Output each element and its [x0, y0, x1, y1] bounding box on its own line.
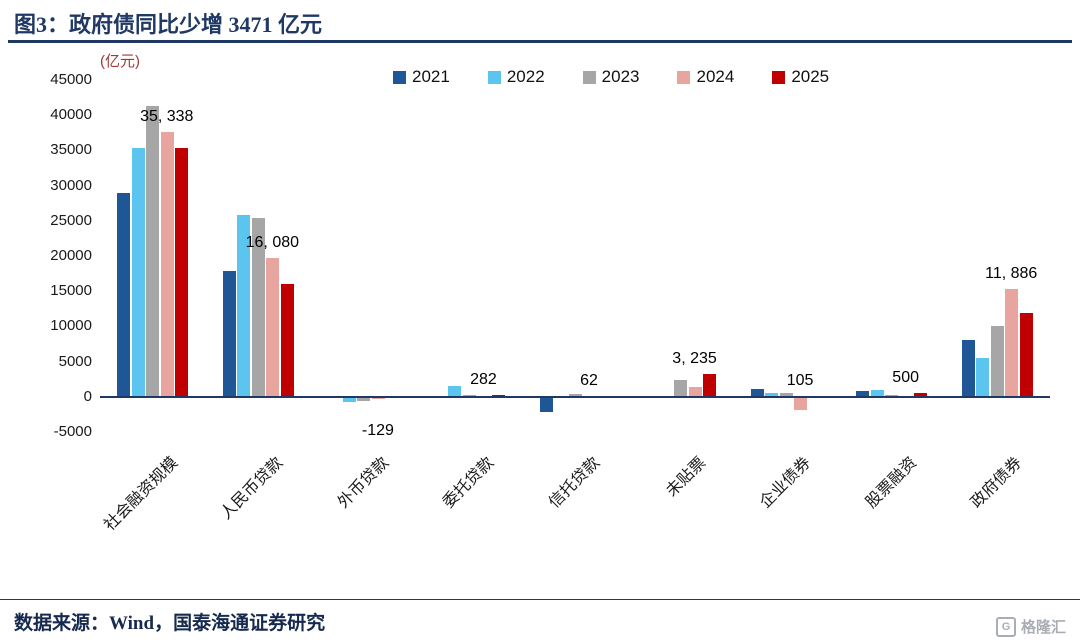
bar-2022-人民币贷款 [237, 215, 251, 397]
watermark-logo: G 格隆汇 [995, 616, 1066, 637]
bar-2021-股票融资 [856, 391, 870, 397]
legend-swatch-2023 [582, 70, 596, 84]
bar-2022-外币贷款 [342, 396, 356, 402]
legend-label: 2025 [791, 67, 830, 86]
bar-2024-企业债券 [794, 396, 808, 411]
data-label-委托贷款: 282 [470, 370, 497, 388]
bar-2023-股票融资 [885, 394, 899, 397]
data-label-企业债券: 105 [786, 372, 814, 390]
legend-label: 2022 [506, 67, 545, 86]
plot-area [100, 80, 1050, 432]
x-axis-label-委托贷款: 委托贷款 [440, 454, 498, 512]
bar-2021-企业债券 [750, 389, 764, 397]
bar-2024-政府债券 [1005, 288, 1019, 397]
y-tick--5000: -5000 [53, 423, 92, 440]
bar-2023-社会融资规模 [146, 106, 160, 397]
bar-2024-外币贷款 [371, 396, 385, 400]
legend-item-2022: 2022 [487, 67, 545, 87]
bar-2022-企业债券 [765, 393, 779, 397]
y-tick-35000: 35000 [50, 141, 92, 159]
bar-2023-未贴票 [674, 379, 688, 397]
x-axis-label-未贴票: 未贴票 [662, 454, 709, 501]
bar-2024-人民币贷款 [266, 258, 280, 397]
figure-title: 图3：政府债同比少增 3471 亿元 [14, 12, 323, 37]
data-label-信托贷款: 62 [580, 372, 598, 390]
bar-2023-信托贷款 [568, 393, 582, 397]
legend-label: 2023 [601, 67, 640, 86]
legend-item-2025: 2025 [772, 67, 829, 87]
y-axis-unit-label: (亿元) [100, 53, 140, 70]
y-tick-40000: 40000 [50, 106, 92, 124]
bar-2021-人民币贷款 [222, 271, 236, 397]
chart-legend: 2021 2022 2023 2024 2025 [393, 67, 829, 87]
bar-2024-社会融资规模 [160, 131, 174, 397]
bar-2025-股票融资 [914, 393, 928, 397]
data-source: 数据来源：Wind，国泰海通证券研究 [14, 613, 326, 634]
x-axis-label-信托贷款: 信托贷款 [545, 454, 604, 512]
data-label-政府债券: 11, 886 [985, 264, 1038, 282]
legend-swatch-2021 [393, 70, 406, 84]
x-axis-label-外币贷款: 外币贷款 [334, 454, 393, 512]
bar-2022-委托贷款 [448, 386, 462, 397]
x-axis-line [100, 395, 1050, 398]
legend-swatch-2025 [772, 70, 786, 84]
legend-label: 2024 [696, 67, 735, 86]
legend-item-2024: 2024 [677, 67, 734, 87]
y-tick-0: 0 [83, 387, 92, 405]
title-underline [8, 40, 1072, 43]
bar-2025-政府债券 [1019, 313, 1033, 397]
data-label-未贴票: 3, 235 [672, 350, 717, 368]
bar-2024-未贴票 [688, 386, 702, 397]
bar-2025-社会融资规模 [175, 148, 189, 397]
watermark-g-icon: G [995, 616, 1016, 637]
x-axis-label-人民币贷款: 人民币贷款 [218, 454, 287, 523]
y-tick-30000: 30000 [50, 176, 92, 194]
y-tick-5000: 5000 [58, 352, 92, 370]
y-tick-15000: 15000 [50, 282, 92, 300]
bar-2023-外币贷款 [357, 396, 371, 401]
legend-item-2021: 2021 [393, 67, 450, 87]
legend-label: 2021 [412, 67, 450, 86]
data-label-股票融资: 500 [892, 369, 920, 387]
data-label-外币贷款: -129 [361, 421, 394, 439]
x-axis-label-社会融资规模: 社会融资规模 [101, 454, 182, 535]
legend-item-2023: 2023 [582, 67, 640, 87]
y-tick-10000: 10000 [50, 317, 92, 335]
watermark-text: 格隆汇 [1020, 619, 1066, 636]
bar-2022-股票融资 [870, 389, 884, 397]
bar-2021-政府债券 [961, 339, 975, 397]
legend-swatch-2022 [487, 70, 501, 84]
bar-2022-政府债券 [976, 358, 990, 397]
bar-2025-未贴票 [703, 374, 717, 397]
y-tick-45000: 45000 [50, 71, 92, 88]
bar-2021-社会融资规模 [117, 192, 131, 397]
x-axis-label-股票融资: 股票融资 [862, 454, 920, 512]
y-tick-20000: 20000 [50, 247, 92, 264]
legend-swatch-2024 [677, 70, 691, 84]
x-axis-label-政府债券: 政府债券 [968, 454, 1026, 512]
bar-2023-政府债券 [990, 326, 1004, 397]
footer-divider [0, 599, 1080, 600]
y-tick-25000: 25000 [50, 211, 92, 229]
data-label-人民币贷款: 16, 080 [245, 234, 300, 252]
x-axis-label-企业债券: 企业债券 [757, 454, 815, 512]
bar-2022-社会融资规模 [131, 147, 145, 397]
data-label-社会融资规模: 35, 338 [140, 107, 194, 125]
bar-2023-企业债券 [779, 392, 793, 397]
bar-2023-人民币贷款 [251, 217, 265, 397]
bar-2025-人民币贷款 [280, 283, 294, 397]
bar-2021-信托贷款 [539, 396, 553, 412]
